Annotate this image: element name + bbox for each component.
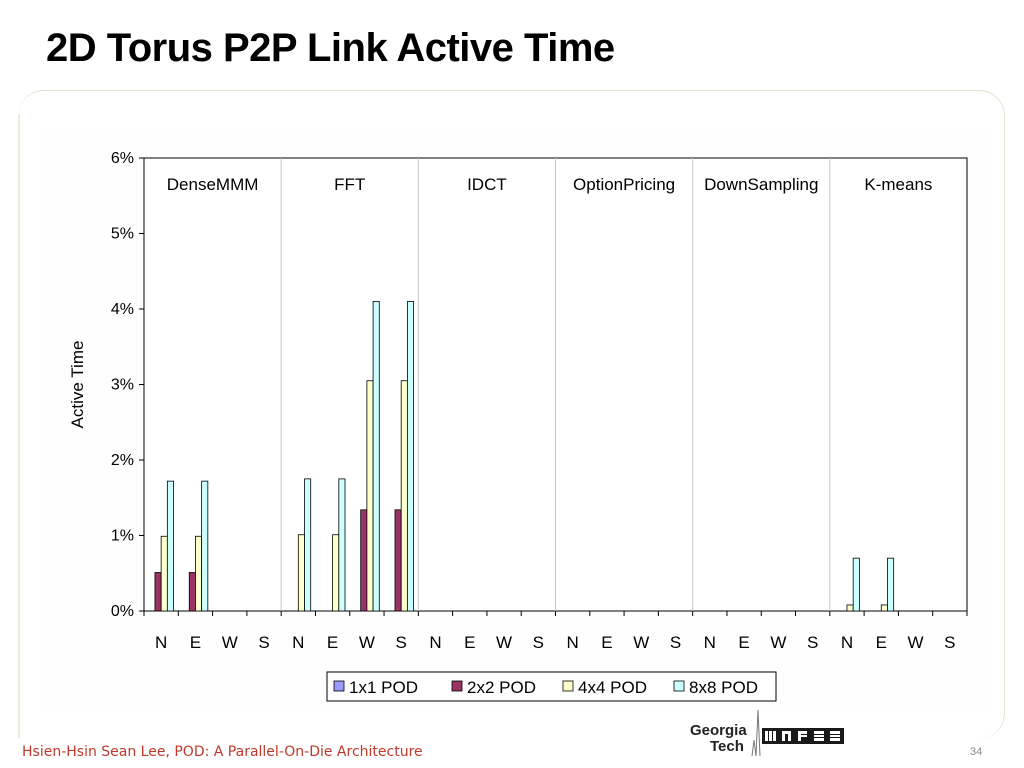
x-tick-label: N xyxy=(704,633,716,652)
bar xyxy=(366,380,374,612)
bar xyxy=(188,572,196,612)
slide-title: 2D Torus P2P Link Active Time xyxy=(46,26,615,70)
legend-label: 2x2 POD xyxy=(467,678,536,697)
bar xyxy=(406,301,414,612)
y-tick-label: 1% xyxy=(111,528,134,545)
legend-label: 1x1 POD xyxy=(349,678,418,697)
y-axis-label: Active Time xyxy=(68,341,87,429)
bar xyxy=(160,535,168,612)
slide-frame-decoration xyxy=(18,90,1005,739)
legend-swatch xyxy=(333,680,345,692)
legend-label: 8x8 POD xyxy=(689,678,758,697)
footer-citation: Hsien-Hsin Sean Lee, POD: A Parallel-On-… xyxy=(22,744,423,760)
bar xyxy=(297,534,305,612)
x-tick-label: S xyxy=(807,633,818,652)
logo-georgia-text: Georgia xyxy=(690,722,747,739)
x-tick-label: N xyxy=(292,633,304,652)
x-tick-label: E xyxy=(327,633,338,652)
page-number: 34 xyxy=(970,746,983,758)
legend-box xyxy=(326,671,777,702)
y-tick-label: 3% xyxy=(111,377,134,394)
bar xyxy=(852,557,860,612)
slide-frame-left-edge xyxy=(18,114,20,738)
y-tick-label: 0% xyxy=(111,603,134,620)
x-tick-label: E xyxy=(876,633,887,652)
x-tick-label: W xyxy=(908,633,924,652)
logo-tech-text: Tech xyxy=(710,738,744,755)
bar xyxy=(360,509,368,612)
x-tick-label: S xyxy=(396,633,407,652)
group-label: K-means xyxy=(864,175,932,194)
y-tick-label: 5% xyxy=(111,226,134,243)
bar xyxy=(154,572,162,612)
x-tick-label: S xyxy=(944,633,955,652)
group-label: DownSampling xyxy=(704,175,818,194)
x-tick-label: E xyxy=(601,633,612,652)
bar xyxy=(195,535,203,612)
x-tick-label: N xyxy=(841,633,853,652)
x-tick-label: E xyxy=(464,633,475,652)
legend-swatch xyxy=(451,680,463,692)
legend-label: 4x4 POD xyxy=(578,678,647,697)
x-tick-label: W xyxy=(770,633,786,652)
x-tick-label: S xyxy=(258,633,269,652)
bar xyxy=(304,478,312,612)
bar xyxy=(880,604,888,612)
bar xyxy=(338,478,346,612)
x-tick-label: E xyxy=(190,633,201,652)
x-tick-label: W xyxy=(222,633,238,652)
x-tick-label: W xyxy=(633,633,649,652)
y-tick-label: 6% xyxy=(111,150,134,167)
group-label: IDCT xyxy=(467,175,507,194)
x-tick-label: W xyxy=(359,633,375,652)
bar xyxy=(372,301,380,612)
bar xyxy=(400,380,408,612)
y-tick-label: 4% xyxy=(111,301,134,318)
x-tick-label: S xyxy=(670,633,681,652)
group-label: FFT xyxy=(334,175,365,194)
x-tick-label: N xyxy=(155,633,167,652)
group-label: OptionPricing xyxy=(573,175,675,194)
x-tick-label: E xyxy=(738,633,749,652)
legend-swatch xyxy=(673,680,685,692)
y-tick-label: 2% xyxy=(111,452,134,469)
x-tick-label: S xyxy=(533,633,544,652)
legend-swatch xyxy=(562,680,574,692)
logo: Georgia Tech xyxy=(690,710,890,760)
x-tick-label: N xyxy=(567,633,579,652)
bar xyxy=(166,480,174,612)
bar xyxy=(332,534,340,612)
bar xyxy=(201,480,209,612)
bar xyxy=(394,509,402,612)
logo-graphic xyxy=(751,710,844,757)
bar xyxy=(887,557,895,612)
x-tick-label: W xyxy=(496,633,512,652)
x-tick-label: N xyxy=(429,633,441,652)
group-label: DenseMMM xyxy=(167,175,259,194)
bar xyxy=(846,604,854,612)
